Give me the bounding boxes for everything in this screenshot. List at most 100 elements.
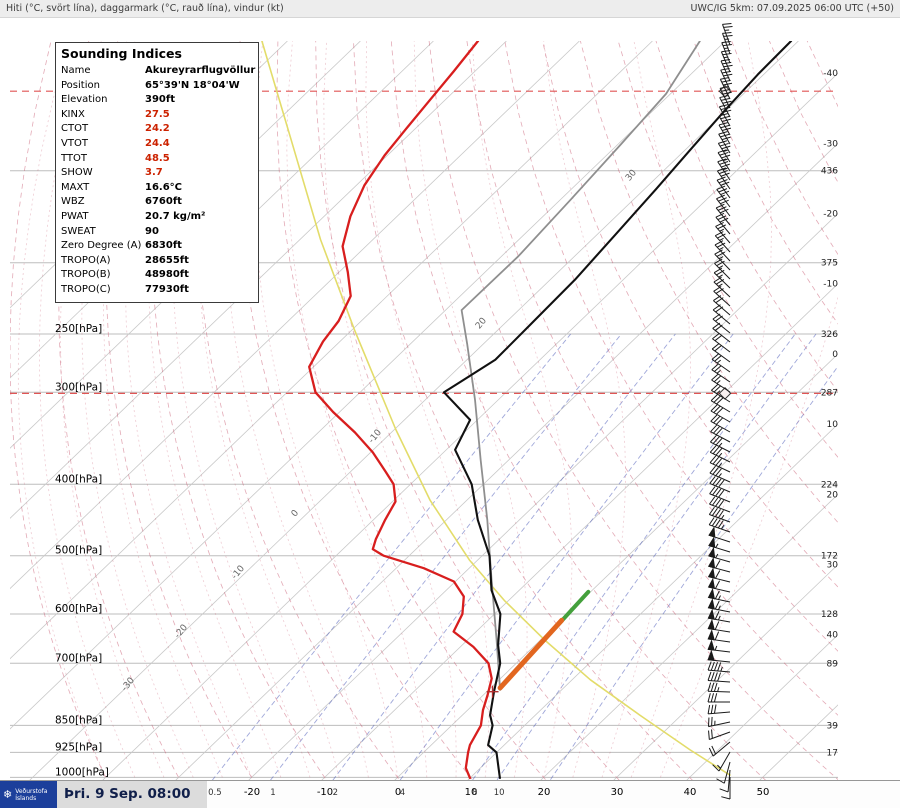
index-value: Akureyrarflugvöllur	[145, 65, 256, 76]
index-value: 3.7	[145, 167, 163, 179]
svg-text:-20: -20	[823, 210, 838, 220]
logo-line2: Íslands	[15, 794, 37, 802]
index-label: TROPO(A)	[61, 254, 111, 266]
svg-text:-20: -20	[244, 787, 260, 798]
svg-text:30: 30	[611, 787, 624, 798]
svg-text:0: 0	[832, 350, 838, 360]
logo-line1: Veðurstofa	[15, 787, 48, 795]
svg-text:128: 128	[821, 610, 838, 620]
pressure-gridlines	[10, 170, 838, 778]
index-value: 24.2	[145, 123, 170, 135]
svg-text:10: 10	[494, 788, 505, 798]
index-row-maxt: MAXT 16.6°C	[56, 181, 258, 196]
index-value: 390ft	[145, 94, 176, 106]
svg-text:326: 326	[821, 330, 838, 340]
svg-text:0.5: 0.5	[208, 788, 222, 798]
index-value: 20.7 kg/m²	[145, 210, 206, 222]
svg-text:17: 17	[827, 748, 838, 758]
svg-text:700[hPa]: 700[hPa]	[55, 652, 102, 664]
dewpoint-curve	[308, 41, 493, 780]
index-value: 65°39'N 18°04'W	[145, 79, 240, 91]
index-value: 77930ft	[145, 283, 189, 295]
index-row-elevation: Elevation 390ft	[56, 93, 258, 108]
svg-text:89: 89	[827, 659, 839, 669]
index-row-kinx: KINX 27.5	[56, 108, 258, 123]
index-row-tropo-a: TROPO(A) 28655ft	[56, 254, 258, 269]
svg-text:-40: -40	[823, 69, 838, 79]
index-value: 90	[145, 225, 159, 237]
shear-orange-segment	[497, 617, 565, 691]
index-label: PWAT	[61, 210, 89, 222]
index-value: 6760ft	[145, 196, 182, 208]
index-label: TROPO(B)	[61, 269, 111, 281]
moist-adiabats	[17, 41, 838, 778]
reference-curve	[261, 41, 731, 776]
index-value: 27.5	[145, 108, 170, 120]
index-value: 24.4	[145, 137, 170, 149]
pressure-axis-labels: 250[hPa] 300[hPa] 400[hPa] 500[hPa] 600[hPa]…	[55, 323, 109, 778]
footer-bar: ❄ Veðurstofa Íslands Þri. 9 Sep. 08:00	[0, 780, 900, 808]
valid-time-label: Þri. 9 Sep. 08:00	[64, 786, 191, 802]
svg-text:0: 0	[290, 508, 302, 519]
svg-text:-10: -10	[230, 564, 247, 582]
svg-text:-10: -10	[823, 280, 838, 290]
index-label: TROPO(C)	[61, 283, 111, 295]
svg-text:600[hPa]: 600[hPa]	[55, 603, 102, 615]
index-row-name: Name Akureyrarflugvöllur	[56, 64, 258, 79]
svg-text:39: 39	[827, 721, 839, 731]
wind-barbs	[707, 23, 733, 800]
svg-text:375: 375	[821, 259, 838, 269]
index-value: 6830ft	[145, 240, 182, 252]
svg-text:224: 224	[821, 480, 838, 490]
model-run-text: UWC/IG 5km: 07.09.2025 06:00 UTC (+50)	[690, 3, 894, 14]
svg-text:20: 20	[474, 316, 489, 331]
index-label: Name	[61, 65, 91, 76]
temperature-curve	[442, 41, 793, 780]
index-row-sweat: SWEAT 90	[56, 225, 258, 240]
index-value: 28655ft	[145, 254, 189, 266]
index-row-position: Position 65°39'N 18°04'W	[56, 79, 258, 94]
svg-text:436: 436	[821, 167, 838, 177]
index-row-wbz: WBZ 6760ft	[56, 195, 258, 210]
svg-text:-20: -20	[173, 623, 190, 641]
index-label: Elevation	[61, 94, 108, 106]
svg-text:400[hPa]: 400[hPa]	[55, 473, 102, 485]
index-row-tropo-b: TROPO(B) 48980ft	[56, 268, 258, 283]
index-row-pwat: PWAT 20.7 kg/m²	[56, 210, 258, 225]
bottom-axis-labels: -20 -10 0 10 20 30 40 500.5 1 2 4 8 10	[208, 787, 769, 798]
met-office-logo: ❄ Veðurstofa Íslands	[0, 781, 57, 808]
svg-text:4: 4	[400, 788, 405, 798]
legend-text: Hiti (°C, svört lína), daggarmark (°C, r…	[6, 3, 284, 14]
index-label: Position	[61, 79, 100, 91]
svg-text:925[hPa]: 925[hPa]	[55, 741, 102, 753]
svg-text:30: 30	[827, 561, 839, 571]
index-label: VTOT	[61, 137, 88, 149]
svg-text:-10: -10	[317, 787, 333, 798]
index-label: SWEAT	[61, 225, 96, 237]
logo-text: Veðurstofa Íslands	[15, 788, 47, 802]
indices-title: Sounding Indices	[61, 46, 182, 61]
svg-text:40: 40	[684, 787, 697, 798]
svg-text:300[hPa]: 300[hPa]	[55, 381, 102, 393]
index-row-tropo-c: TROPO(C) 77930ft	[56, 283, 258, 298]
index-label: KINX	[61, 108, 85, 120]
mixing-ratio-lines	[211, 333, 838, 780]
svg-text:287: 287	[821, 388, 838, 398]
index-value: 48.5	[145, 152, 170, 164]
index-value: 48980ft	[145, 269, 189, 281]
index-row-ctot: CTOT 24.2	[56, 122, 258, 137]
top-bar: Hiti (°C, svört lína), daggarmark (°C, r…	[0, 0, 900, 18]
svg-text:10: 10	[827, 420, 839, 430]
index-label: WBZ	[61, 196, 85, 208]
index-label: CTOT	[61, 123, 89, 135]
svg-text:20: 20	[827, 490, 839, 500]
svg-text:20: 20	[538, 787, 551, 798]
svg-text:2: 2	[333, 788, 338, 798]
shear-annotation	[486, 589, 591, 698]
svg-text:-30: -30	[823, 139, 838, 149]
svg-text:172: 172	[821, 552, 838, 562]
index-row-vtot: VTOT 24.4	[56, 137, 258, 152]
index-row-show: SHOW 3.7	[56, 166, 258, 181]
svg-text:1000[hPa]: 1000[hPa]	[55, 766, 109, 778]
